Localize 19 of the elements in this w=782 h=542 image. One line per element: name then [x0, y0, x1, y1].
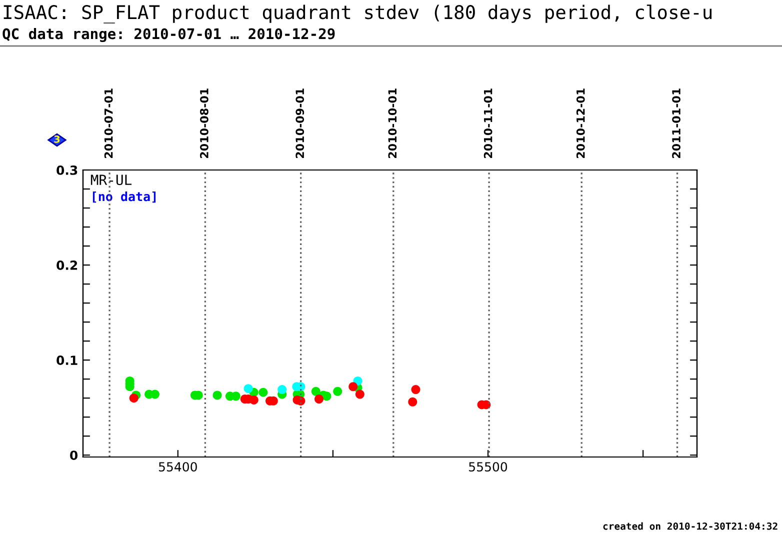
x2-tick-label: 2011-01-01	[672, 88, 680, 158]
y-tick-label: 0.2	[56, 260, 78, 270]
y-tick-label: 0.1	[56, 356, 78, 365]
annotation: [no data]	[92, 192, 156, 203]
chart-title: ISAAC: SP_FLAT product quadrant stdev (180 days period, close-u	[4, 4, 712, 24]
x2-tick-label: 2010-07-01	[104, 88, 113, 158]
text: 3	[54, 135, 60, 143]
y-tick-label: 0.3	[56, 165, 78, 175]
x2-tick-label: 2010-12-01	[576, 88, 585, 158]
x-tick-label: 55500	[469, 462, 508, 472]
x2-tick-label: 2010-11-01	[484, 88, 492, 158]
y-tick-label: 0	[70, 450, 78, 460]
x2-tick-label: 2010-10-01	[388, 88, 397, 158]
x2-tick-label: 2010-08-01	[200, 88, 208, 158]
chart-subtitle: QC data range: 2010-07-01 … 2010-12-29	[2, 28, 335, 42]
x2-tick-label: 2010-09-01	[296, 88, 304, 158]
text: created on 2010-12-30T21:04:32	[603, 522, 778, 530]
x-tick-label: 55400	[158, 462, 197, 472]
annotation: MR-UL	[90, 174, 132, 186]
